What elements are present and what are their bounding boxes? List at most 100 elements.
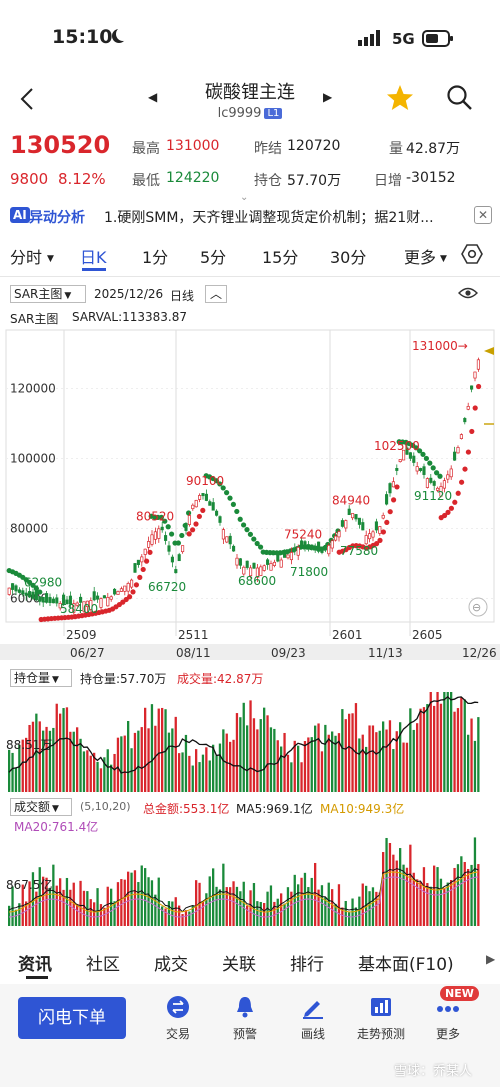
amount-bar	[137, 882, 140, 926]
volume-bar	[62, 708, 65, 792]
amount-bar	[120, 879, 123, 926]
expand-chevron-icon[interactable]: ⌄	[240, 192, 249, 203]
draw-label: 画线	[300, 1027, 325, 1041]
tab-daily-k[interactable]: 日K	[80, 248, 107, 267]
volume-bar	[310, 737, 313, 792]
indicator-selector[interactable]: SAR主图 ▼	[10, 285, 86, 303]
candle-body	[215, 510, 219, 516]
tab-ranking[interactable]: 排行	[290, 955, 324, 975]
amount-bar	[140, 865, 143, 926]
collapse-icon[interactable]: ︿	[205, 285, 227, 303]
amount-bar	[477, 864, 480, 926]
scroll-right-icon[interactable]: ▶	[486, 952, 496, 966]
volume-bar	[147, 728, 150, 792]
amount-bar	[416, 879, 419, 926]
tab-trades[interactable]: 成交	[154, 955, 188, 975]
eye-icon[interactable]	[458, 285, 478, 301]
volume-bar	[212, 744, 215, 792]
oi-selector[interactable]: 持仓量 ▼	[10, 669, 72, 687]
candle-body	[402, 449, 406, 461]
volume-bar	[317, 723, 320, 792]
draw-icon[interactable]	[301, 995, 325, 1019]
label-62980: 62980	[24, 575, 62, 589]
volume-bar	[79, 738, 82, 792]
candle-body	[45, 593, 49, 603]
tab-fundamentals[interactable]: 基本面(F10)	[358, 955, 454, 975]
candle-body	[147, 541, 151, 548]
more-label: 更多	[435, 1027, 460, 1041]
close-icon[interactable]: ✕	[474, 206, 492, 224]
volume-bar	[86, 750, 89, 792]
amount-bar	[256, 901, 259, 926]
sar-dot	[140, 566, 146, 573]
sar-dot	[258, 544, 264, 550]
amount-bar	[402, 864, 405, 926]
volume-bar	[191, 765, 194, 792]
flash-order-button[interactable]: 闪电下单	[18, 997, 126, 1039]
candle-body	[55, 597, 59, 604]
alert-icon[interactable]	[233, 995, 257, 1019]
settings-icon[interactable]	[461, 243, 483, 265]
volume-bar	[89, 755, 92, 792]
tab-community[interactable]: 社区	[86, 955, 120, 975]
star-icon[interactable]	[386, 84, 414, 112]
sar-dot	[186, 510, 192, 516]
amount-selector[interactable]: 成交额 ▼	[10, 798, 72, 816]
amount-bar	[371, 887, 375, 926]
candle-body	[160, 526, 164, 531]
candle-body	[153, 531, 157, 540]
candle-body	[174, 569, 178, 574]
candle-body	[14, 585, 18, 592]
candle-body	[79, 596, 83, 603]
tab-1min[interactable]: 1分	[142, 248, 169, 267]
volume-bar	[76, 727, 79, 792]
volume-bar	[385, 729, 388, 792]
tab-30min[interactable]: 30分	[330, 248, 367, 267]
candle-body	[405, 447, 409, 455]
more-icon[interactable]	[436, 998, 460, 1020]
amount-ma5: MA5:969.1亿	[236, 802, 313, 816]
sar-dot	[434, 470, 440, 476]
y-tick-label: 120000	[10, 382, 56, 396]
search-icon[interactable]	[446, 84, 474, 112]
candle-body	[453, 451, 457, 461]
candle-body	[289, 552, 293, 561]
amount-bar	[225, 887, 228, 926]
tab-related[interactable]: 关联	[222, 955, 256, 975]
next-contract-icon[interactable]: ▶	[323, 90, 333, 104]
volume-bar	[409, 708, 412, 792]
amount-bar	[144, 868, 147, 926]
candle-body	[123, 585, 127, 592]
trade-icon[interactable]	[166, 995, 190, 1019]
tab-more[interactable]: 更多	[404, 248, 437, 267]
candle-body	[473, 371, 477, 379]
candle-body	[102, 595, 106, 599]
amount-bar	[375, 891, 378, 926]
sar-dot	[213, 478, 219, 484]
volume-bar	[263, 707, 266, 792]
back-button[interactable]	[14, 86, 40, 112]
candle-body	[211, 502, 215, 511]
candle-body	[436, 487, 440, 491]
trend-icon[interactable]	[369, 995, 393, 1019]
prev-contract-icon[interactable]: ◀	[148, 90, 158, 104]
contract-code-text: lc9999	[217, 106, 262, 121]
volume-bar	[65, 707, 69, 792]
candle-body	[106, 597, 110, 607]
candle-body	[96, 595, 100, 600]
volume-bar	[348, 713, 351, 792]
tab-5min[interactable]: 5分	[200, 248, 227, 267]
low-label: 最低	[132, 173, 160, 189]
contract-code: lc9999 L1	[0, 106, 500, 121]
amount-bar	[395, 860, 398, 926]
kline-chart[interactable]: 120000 100000 80000 60000 2509 2511 2601 2605 06…	[0, 326, 500, 662]
tab-timeshare[interactable]: 分时	[10, 248, 43, 267]
volume-bar	[463, 699, 466, 792]
candle-body	[279, 559, 283, 568]
amount-ma10: MA10:949.3亿	[320, 802, 405, 816]
date-tick-label: 09/23	[271, 646, 306, 660]
amount-bar	[14, 909, 18, 926]
tab-15min[interactable]: 15分	[262, 248, 299, 267]
tab-news[interactable]: 资讯	[18, 955, 52, 975]
ai-analysis-bar[interactable]: AI 异动分析 1.硬刚SMM，天齐锂业调整现货定价机制；据21财... ✕	[0, 206, 500, 230]
